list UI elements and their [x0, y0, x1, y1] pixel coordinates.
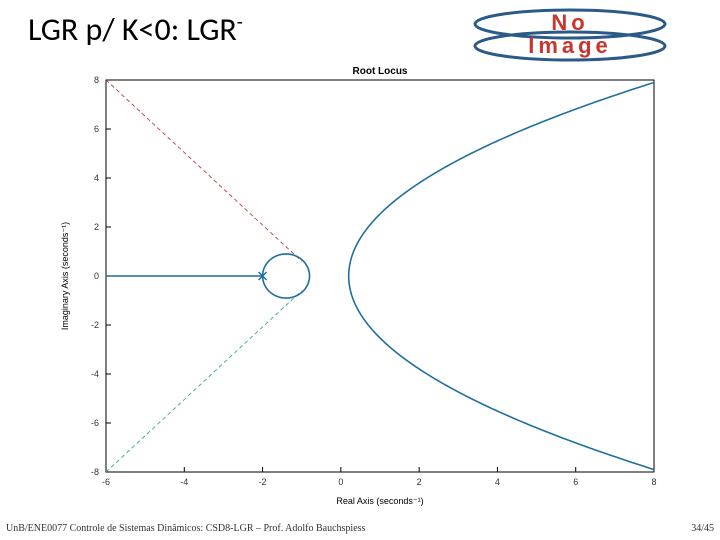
svg-text:-4: -4 — [91, 369, 99, 379]
svg-text:-2: -2 — [259, 477, 267, 487]
chart-svg: -6-4-202468-8-6-4-202468Root LocusReal A… — [54, 62, 666, 510]
svg-text:2: 2 — [94, 222, 99, 232]
slide: LGR p/ K<0: LGR- No Image -6-4-202468-8-… — [0, 0, 720, 540]
slide-title: LGR p/ K<0: LGR- — [28, 10, 243, 49]
svg-text:Imaginary Axis (seconds⁻¹): Imaginary Axis (seconds⁻¹) — [60, 222, 70, 330]
no-image-text: No Image — [528, 11, 612, 57]
svg-text:8: 8 — [94, 75, 99, 85]
title-sup: - — [237, 10, 243, 34]
no-image-line2: Image — [528, 34, 612, 57]
no-image-line1: No — [528, 11, 612, 34]
title-text: LGR p/ K<0: LGR — [28, 10, 237, 49]
svg-text:2: 2 — [417, 477, 422, 487]
svg-text:-6: -6 — [102, 477, 110, 487]
svg-text:6: 6 — [573, 477, 578, 487]
footer: UnB/ENE0077 Controle de Sistemas Dinâmic… — [6, 523, 714, 534]
footer-left: UnB/ENE0077 Controle de Sistemas Dinâmic… — [6, 523, 365, 534]
svg-text:0: 0 — [338, 477, 343, 487]
footer-right: 34/45 — [691, 523, 714, 534]
svg-text:8: 8 — [651, 477, 656, 487]
svg-text:4: 4 — [495, 477, 500, 487]
svg-text:Real Axis (seconds⁻¹): Real Axis (seconds⁻¹) — [336, 496, 423, 506]
svg-text:-8: -8 — [91, 467, 99, 477]
no-image-placeholder: No Image — [460, 6, 680, 62]
svg-text:-6: -6 — [91, 418, 99, 428]
svg-text:6: 6 — [94, 124, 99, 134]
svg-text:-2: -2 — [91, 320, 99, 330]
svg-text:4: 4 — [94, 173, 99, 183]
svg-text:0: 0 — [94, 271, 99, 281]
svg-text:-4: -4 — [180, 477, 188, 487]
svg-text:Root Locus: Root Locus — [353, 66, 408, 77]
root-locus-chart: -6-4-202468-8-6-4-202468Root LocusReal A… — [54, 62, 666, 510]
